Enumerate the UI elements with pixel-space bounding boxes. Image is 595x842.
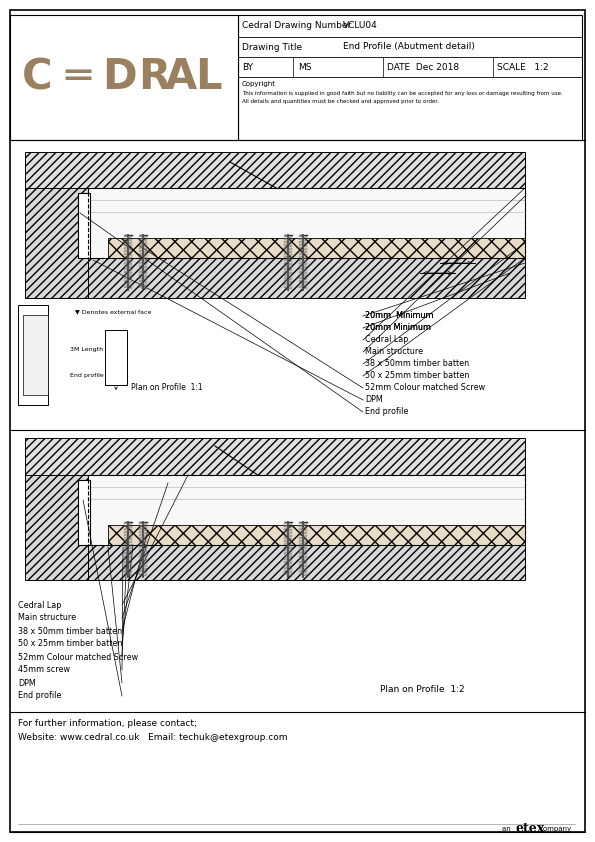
Text: Copyright: Copyright: [242, 81, 276, 87]
Bar: [88, 188, 525, 258]
Text: End profile: End profile: [365, 408, 408, 417]
Bar: [238, 15, 582, 140]
Text: D: D: [102, 56, 137, 98]
Text: DPM: DPM: [365, 396, 383, 404]
Text: 38 x 50mm timber batten: 38 x 50mm timber batten: [18, 626, 122, 636]
Text: etex: etex: [515, 823, 544, 835]
Text: Main structure: Main structure: [18, 614, 76, 622]
Text: 38 x 50mm timber batten: 38 x 50mm timber batten: [365, 360, 469, 369]
Text: company: company: [540, 826, 572, 832]
Bar: [108, 525, 525, 545]
Text: All details and quantities must be checked and approved prior to order.: All details and quantities must be check…: [242, 99, 439, 104]
Text: Plan on Profile  1:2: Plan on Profile 1:2: [380, 685, 465, 695]
Text: 20mm Minimum: 20mm Minimum: [365, 323, 431, 333]
Text: Drawing Title: Drawing Title: [242, 42, 302, 51]
Bar: [105, 330, 127, 385]
Text: BY: BY: [242, 62, 253, 72]
Text: For further information, please contact;: For further information, please contact;: [18, 720, 197, 728]
Text: End profile: End profile: [70, 372, 104, 377]
Bar: [18, 305, 48, 405]
Text: ▼ Denotes external face: ▼ Denotes external face: [75, 310, 151, 315]
Text: R: R: [138, 56, 170, 98]
Bar: [88, 258, 525, 298]
Text: DPM: DPM: [18, 679, 36, 688]
Bar: [88, 545, 525, 580]
Text: End profile: End profile: [18, 691, 61, 701]
Text: 52mm Colour matched Screw: 52mm Colour matched Screw: [18, 653, 138, 662]
Text: Cedral Drawing Number: Cedral Drawing Number: [242, 22, 351, 30]
Text: L: L: [195, 56, 221, 98]
Text: ═: ═: [65, 56, 90, 98]
Text: 20mm Minimum: 20mm Minimum: [365, 323, 431, 333]
Text: 20mm  Minimum: 20mm Minimum: [365, 312, 434, 321]
Text: Main structure: Main structure: [365, 348, 423, 356]
Text: 50 x 25mm timber batten: 50 x 25mm timber batten: [365, 371, 469, 381]
Bar: [25, 475, 88, 580]
Text: VCLU04: VCLU04: [343, 22, 378, 30]
Bar: [78, 480, 90, 545]
Text: 52mm Colour matched Screw: 52mm Colour matched Screw: [365, 383, 485, 392]
Text: End Profile (Abutment detail): End Profile (Abutment detail): [343, 42, 475, 51]
Text: 45mm screw: 45mm screw: [18, 665, 70, 674]
Text: C: C: [22, 56, 52, 98]
Text: This information is supplied in good faith but no liability can be accepted for : This information is supplied in good fai…: [242, 90, 563, 95]
Text: 50 x 25mm timber batten: 50 x 25mm timber batten: [18, 640, 123, 648]
Text: DATE  Dec 2018: DATE Dec 2018: [387, 62, 459, 72]
Text: SCALE   1:2: SCALE 1:2: [497, 62, 549, 72]
Text: Website: www.cedral.co.uk   Email: techuk@etexgroup.com: Website: www.cedral.co.uk Email: techuk@…: [18, 733, 287, 743]
Text: Cedral Lap: Cedral Lap: [365, 335, 408, 344]
Text: 3M Length: 3M Length: [70, 348, 103, 353]
Text: an: an: [502, 826, 513, 832]
Bar: [88, 475, 525, 545]
Bar: [25, 152, 525, 188]
Text: MS: MS: [298, 62, 312, 72]
Text: A: A: [165, 56, 198, 98]
Text: 20mm  Minimum: 20mm Minimum: [365, 312, 434, 321]
Text: Cedral Lap: Cedral Lap: [18, 600, 61, 610]
Text: Plan on Profile  1:1: Plan on Profile 1:1: [131, 383, 203, 392]
Bar: [23, 315, 48, 395]
Bar: [25, 188, 88, 298]
Bar: [10, 15, 238, 140]
Bar: [108, 238, 525, 258]
Bar: [25, 438, 525, 475]
Bar: [78, 193, 90, 258]
